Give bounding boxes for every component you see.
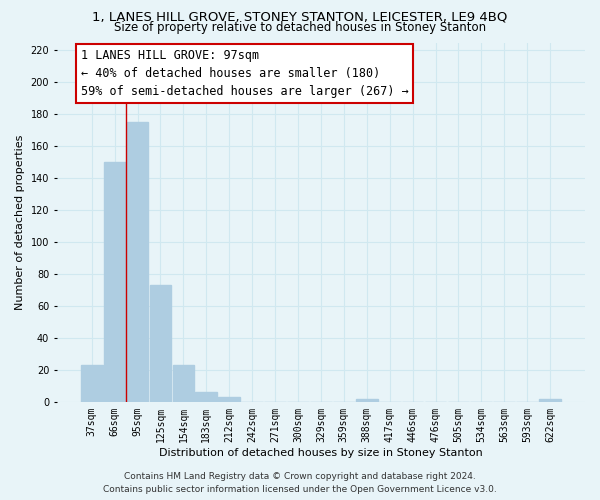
Bar xyxy=(81,365,103,402)
Text: Contains HM Land Registry data © Crown copyright and database right 2024.
Contai: Contains HM Land Registry data © Crown c… xyxy=(103,472,497,494)
X-axis label: Distribution of detached houses by size in Stoney Stanton: Distribution of detached houses by size … xyxy=(159,448,483,458)
Bar xyxy=(173,365,194,402)
Text: 1, LANES HILL GROVE, STONEY STANTON, LEICESTER, LE9 4BQ: 1, LANES HILL GROVE, STONEY STANTON, LEI… xyxy=(92,10,508,23)
Bar xyxy=(149,285,172,402)
Bar xyxy=(356,398,377,402)
Text: Size of property relative to detached houses in Stoney Stanton: Size of property relative to detached ho… xyxy=(114,22,486,35)
Bar xyxy=(196,392,217,402)
Bar xyxy=(104,162,125,402)
Bar xyxy=(127,122,148,402)
Bar xyxy=(539,398,561,402)
Text: 1 LANES HILL GROVE: 97sqm
← 40% of detached houses are smaller (180)
59% of semi: 1 LANES HILL GROVE: 97sqm ← 40% of detac… xyxy=(81,49,409,98)
Y-axis label: Number of detached properties: Number of detached properties xyxy=(15,134,25,310)
Bar xyxy=(218,397,240,402)
